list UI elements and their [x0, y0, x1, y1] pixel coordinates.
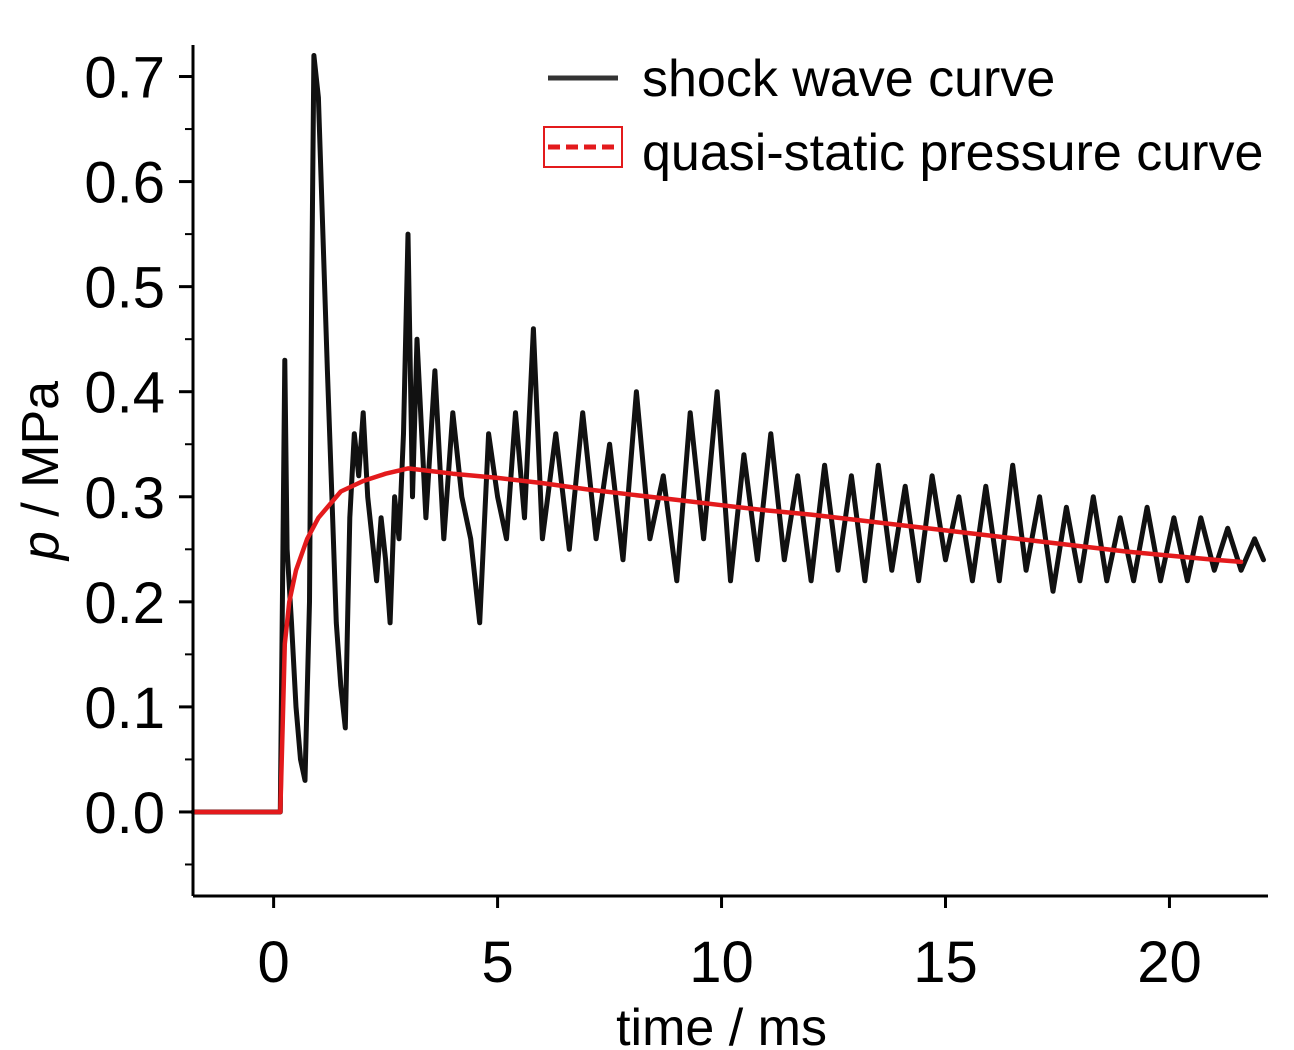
legend-label-quasi-static: quasi-static pressure curve — [642, 124, 1263, 182]
y-tick-label: 0.6 — [84, 151, 165, 216]
legend: shock wave curve quasi-static pressure c… — [543, 50, 1263, 182]
series-line-shock-wave — [190, 53, 1266, 815]
x-axis-title: time / ms — [616, 999, 827, 1050]
y-tick-label: 0.0 — [84, 781, 165, 846]
x-tick-label: 5 — [481, 930, 513, 995]
y-axis-title: p / MPa — [12, 381, 70, 562]
y-tick-label: 0.3 — [84, 466, 165, 531]
y-tick-label: 0.5 — [84, 256, 165, 321]
y-axis-title-unit: / MPa — [12, 381, 70, 531]
x-tick-label: 0 — [257, 930, 289, 995]
legend-swatch-box-quasi-static — [543, 126, 623, 168]
ticks-layer: 0.0 0.1 0.2 0.3 0.4 0.5 0.6 0.7 0 5 10 15 20 — [84, 46, 1201, 995]
y-tick-label: 0.1 — [84, 676, 165, 741]
y-tick-label: 0.7 — [84, 46, 165, 111]
y-tick-label: 0.4 — [84, 361, 165, 426]
series-layer — [190, 53, 1266, 815]
x-tick-label: 15 — [913, 930, 978, 995]
y-tick-label: 0.2 — [84, 571, 165, 636]
legend-label-shock-wave: shock wave curve — [642, 50, 1055, 108]
x-tick-label: 20 — [1137, 930, 1202, 995]
axes-layer — [191, 45, 1268, 898]
series-line-quasi-static — [190, 466, 1244, 815]
y-axis-title-symbol: p — [12, 531, 70, 562]
x-tick-label: 10 — [689, 930, 754, 995]
